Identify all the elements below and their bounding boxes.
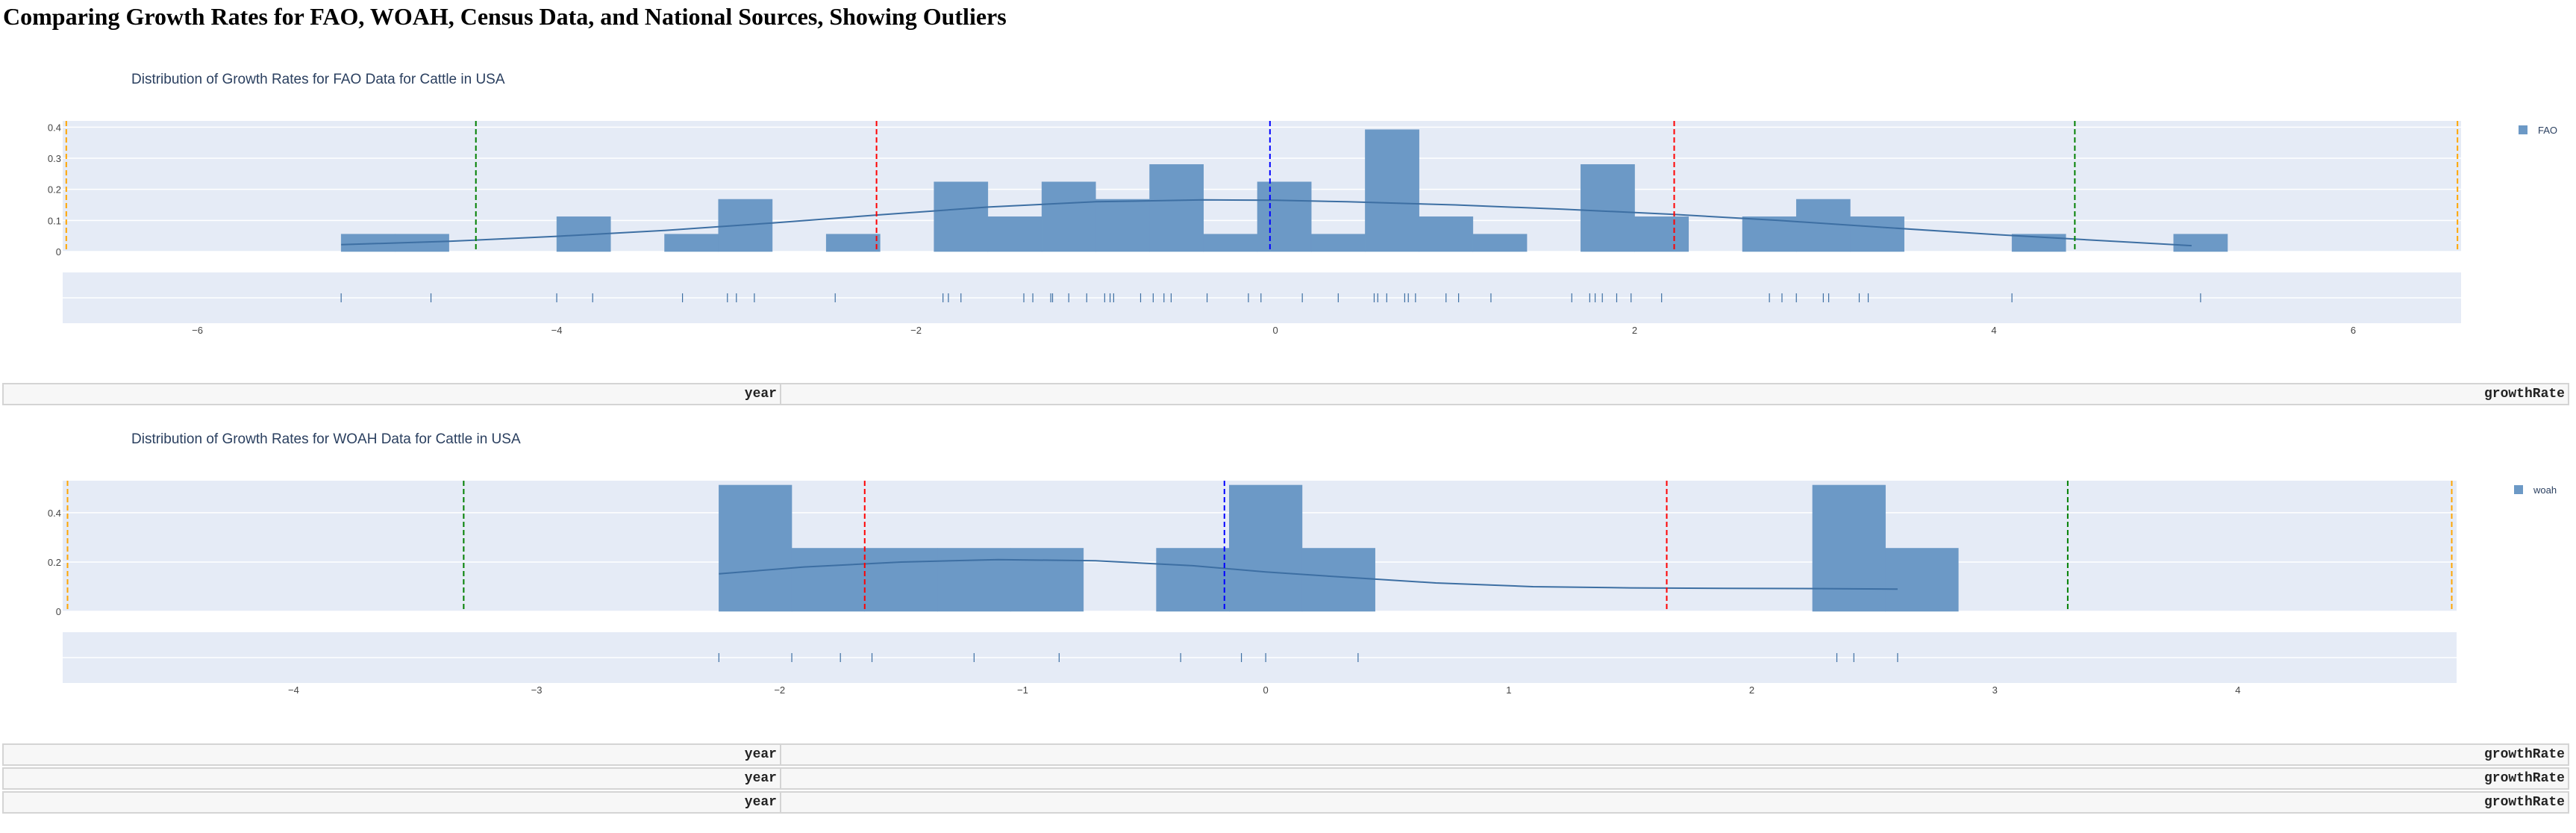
woah-chart-svg: Distribution of Growth Rates for WOAH Da…: [48, 431, 2557, 696]
x-tick-label: 6: [2351, 325, 2356, 336]
x-tick-label: −4: [551, 325, 563, 336]
legend-swatch: [2519, 125, 2527, 134]
histogram-bar: [937, 548, 1011, 612]
census-data-table: year growthRate: [2, 767, 2569, 790]
y-tick-label: 0.2: [48, 557, 61, 568]
histogram-bar: [1310, 234, 1366, 252]
histogram-bars: [719, 484, 1959, 612]
column-header-growth-rate[interactable]: growthRate: [780, 791, 2569, 814]
rug-marks: [340, 293, 2201, 302]
histogram-bar: [791, 548, 866, 612]
woah-data-table: year growthRate: [2, 743, 2569, 766]
histogram-bar: [825, 234, 881, 252]
y-tick-label: 0: [56, 606, 61, 617]
fao-chart: Distribution of Growth Rates for FAO Dat…: [0, 60, 2576, 358]
histogram-bar: [1203, 234, 1258, 252]
fao-chart-svg: Distribution of Growth Rates for FAO Dat…: [48, 72, 2557, 336]
y-tick-label: 0.4: [48, 122, 61, 133]
y-tick-label: 0.3: [48, 153, 61, 164]
histogram-bar: [934, 181, 989, 252]
x-tick-label: 0: [1263, 684, 1269, 696]
histogram-bar: [2173, 234, 2228, 252]
column-header-year[interactable]: year: [2, 791, 781, 814]
x-tick-label: 4: [2235, 684, 2240, 696]
histogram-bar: [1010, 548, 1084, 612]
national-data-table: year growthRate: [2, 791, 2569, 814]
histogram-bar: [1581, 164, 1635, 252]
reference-lines: [65, 121, 2459, 252]
legend[interactable]: woah: [2514, 484, 2557, 496]
x-tick-label: 2: [1749, 684, 1754, 696]
y-tick-labels: 0 0.1 0.2 0.3 0.4: [48, 122, 61, 258]
histogram-bar: [719, 484, 793, 612]
histogram-bar: [1812, 484, 1886, 612]
column-header-year[interactable]: year: [2, 383, 781, 405]
page-title: Comparing Growth Rates for FAO, WOAH, Ce…: [3, 3, 1007, 30]
column-header-growth-rate[interactable]: growthRate: [780, 767, 2569, 790]
histogram-bar: [1795, 199, 1851, 252]
x-tick-label: 2: [1632, 325, 1637, 336]
y-tick-label: 0.2: [48, 184, 61, 196]
histogram-bars: [340, 129, 2228, 252]
histogram-bar: [1634, 216, 1689, 252]
column-header-year[interactable]: year: [2, 767, 781, 790]
x-tick-label: 3: [1992, 684, 1998, 696]
histogram-bar: [1850, 216, 1904, 252]
y-tick-labels: 0 0.2 0.4: [48, 508, 61, 617]
histogram-bar: [987, 216, 1042, 252]
histogram-bar: [1472, 234, 1528, 252]
legend-label: woah: [2533, 484, 2557, 496]
chart-title: Distribution of Growth Rates for FAO Dat…: [131, 72, 505, 87]
kde-line: [341, 199, 2192, 247]
histogram-bar: [1301, 548, 1375, 612]
column-header-growth-rate[interactable]: growthRate: [780, 743, 2569, 766]
x-tick-label: −6: [192, 325, 203, 336]
y-tick-label: 0.4: [48, 508, 61, 519]
column-header-year[interactable]: year: [2, 743, 781, 766]
x-tick-labels: −4 −3 −2 −1 0 1 2 3 4: [288, 684, 2241, 696]
woah-chart: Distribution of Growth Rates for WOAH Da…: [0, 419, 2576, 718]
kde-curve: [341, 199, 2192, 247]
histogram-bar: [1041, 181, 1096, 252]
histogram-bar: [1885, 548, 1959, 612]
histogram-bar: [864, 548, 938, 612]
x-tick-label: 1: [1506, 684, 1511, 696]
histogram-bar: [1365, 129, 1419, 252]
rug-marks: [718, 653, 1898, 662]
histogram-bar: [1742, 216, 1797, 252]
chart-title: Distribution of Growth Rates for WOAH Da…: [131, 431, 521, 447]
histogram-bar: [1095, 199, 1150, 252]
kde-curve: [719, 558, 1898, 590]
x-tick-label: −3: [531, 684, 543, 696]
histogram-bar: [664, 234, 719, 252]
kde-line: [719, 558, 1898, 590]
y-tick-label: 0.1: [48, 215, 61, 226]
legend[interactable]: FAO: [2519, 125, 2557, 136]
fao-data-table: year growthRate: [2, 383, 2569, 405]
x-tick-label: 0: [1272, 325, 1278, 336]
x-tick-labels: −6 −4 −2 0 2 4 6: [192, 325, 2356, 336]
reference-lines: [66, 481, 2453, 611]
x-tick-label: −2: [774, 684, 785, 696]
legend-swatch: [2514, 485, 2523, 494]
histogram-bar: [1149, 164, 1204, 252]
histogram-bar: [1156, 548, 1230, 612]
column-header-growth-rate[interactable]: growthRate: [780, 383, 2569, 405]
y-tick-label: 0: [56, 246, 61, 258]
histogram-bar: [1229, 484, 1303, 612]
histogram-bar: [1419, 216, 1474, 252]
x-tick-label: −1: [1017, 684, 1028, 696]
histogram-bar: [1257, 181, 1312, 252]
legend-label: FAO: [2538, 125, 2557, 136]
x-tick-label: 4: [1991, 325, 1996, 336]
x-tick-label: −2: [910, 325, 922, 336]
x-tick-label: −4: [288, 684, 299, 696]
